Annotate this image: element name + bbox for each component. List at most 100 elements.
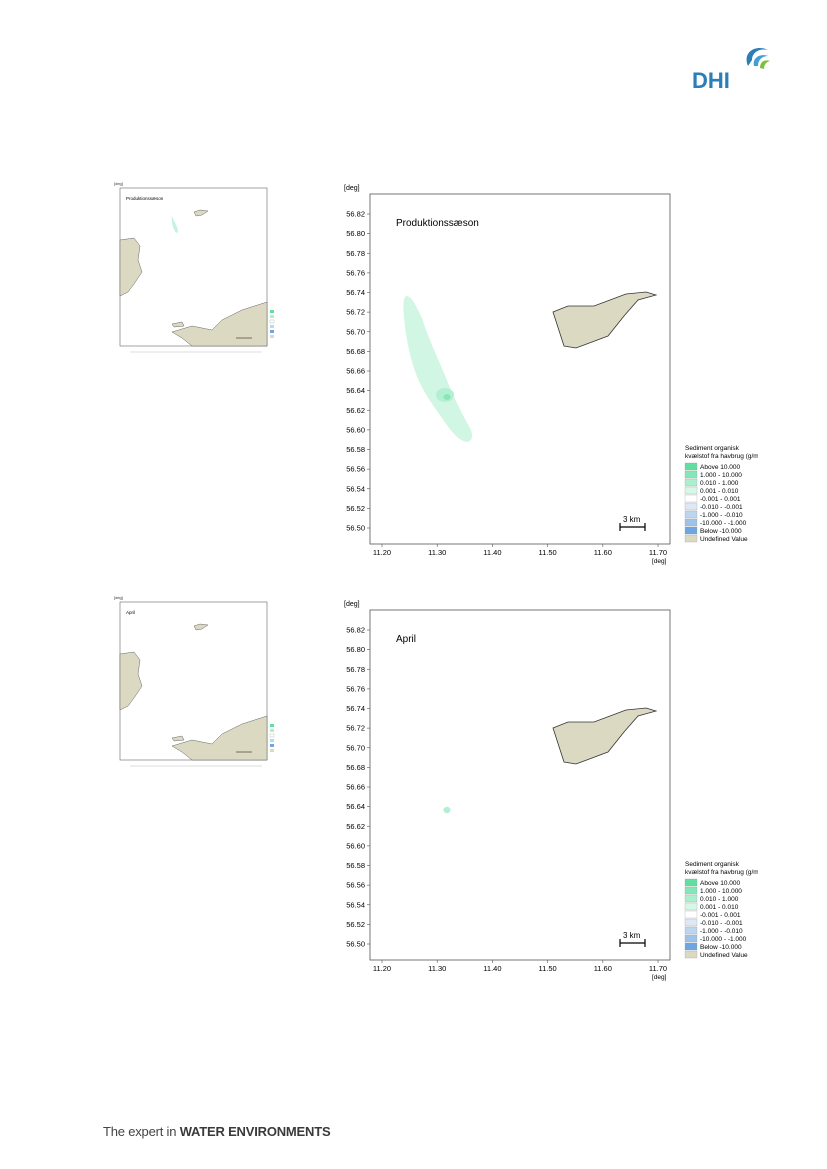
scale-bar: 3 km (619, 515, 646, 531)
y-tick-label: 56.70 (346, 743, 365, 752)
legend-entry-label: -0.010 - -0.001 (700, 920, 743, 927)
y-tick-label: 56.54 (346, 484, 365, 493)
y-tick-label: 56.62 (346, 822, 365, 831)
legend-title-line2: kvælstof fra havbrug (g/m2) (685, 869, 758, 876)
map-panel-produktionssaeson: [deg] Produktionssæson 56.82 56.80 56.78 56… (338, 178, 764, 570)
y-tick-label: 56.78 (346, 665, 365, 674)
legend-entry-label: 0.001 - 0.010 (700, 488, 739, 495)
sediment-plume (403, 296, 473, 442)
thumb-deg-label: [deg] (114, 595, 123, 600)
x-tick-label: 11.30 (428, 964, 446, 973)
deg-label-x: [deg] (652, 974, 667, 981)
legend-entry-label: -10.000 - -1.000 (700, 520, 747, 527)
x-tick-label: 11.70 (649, 548, 667, 557)
legend-entry-label: 1.000 - 10.000 (700, 888, 742, 895)
x-tick-label: 11.20 (373, 964, 391, 973)
thumbnail-map-april: [deg] April (112, 594, 287, 779)
legend-entry-label: -0.010 - -0.001 (700, 504, 743, 511)
legend-entry-label: -0.001 - 0.001 (700, 912, 741, 919)
map-title: Produktionssæson (396, 218, 479, 229)
dhi-logo-text: DHI (692, 68, 730, 93)
y-tick-label: 56.50 (346, 524, 365, 533)
legend-title-line1: Sediment organisk (685, 445, 740, 452)
y-tick-label: 56.68 (346, 763, 365, 772)
legend-swatch (684, 886, 698, 895)
map-panel-april: [deg] April 56.82 56.80 56.78 56.76 56.74 56.… (338, 594, 764, 986)
legend-entry-label: -1.000 - -0.010 (700, 928, 743, 935)
legend-swatch (684, 486, 698, 495)
y-tick-label: 56.74 (346, 704, 365, 713)
dhi-logo: DHI (690, 44, 772, 94)
legend-swatch (684, 470, 698, 479)
legend-swatch (684, 878, 698, 887)
y-tick-label: 56.54 (346, 900, 365, 909)
legend-entry-label: Below -10.000 (700, 528, 742, 535)
y-tick-label: 56.82 (346, 210, 365, 219)
x-tick-label: 11.60 (594, 548, 612, 557)
y-tick-label: 56.72 (346, 308, 365, 317)
y-axis-ticks: 56.82 56.80 56.78 56.76 56.74 56.72 56.70 56.68… (346, 626, 370, 949)
legend-swatch (684, 950, 698, 959)
map-frame (369, 609, 671, 961)
y-tick-label: 56.50 (346, 940, 365, 949)
legend-entry-label: -0.001 - 0.001 (700, 496, 741, 503)
legend-swatch (684, 494, 698, 503)
y-tick-label: 56.58 (346, 445, 365, 454)
tagline-emphasis: WATER ENVIRONMENTS (179, 1124, 331, 1139)
legend-swatch (684, 502, 698, 511)
x-tick-label: 11.20 (373, 548, 391, 557)
footer-tagline: The expert in WATER ENVIRONMENTS (103, 1124, 331, 1139)
island-land (552, 707, 658, 765)
island-land (552, 291, 658, 349)
scale-bar: 3 km (619, 931, 646, 947)
legend-entry-label: Below -10.000 (700, 944, 742, 951)
x-tick-label: 11.70 (649, 964, 667, 973)
deg-label-x: [deg] (652, 558, 667, 565)
y-tick-label: 56.52 (346, 920, 365, 929)
legend-swatch (684, 478, 698, 487)
dhi-logo-icon: DHI (692, 47, 770, 93)
legend-entry-label: Above 10.000 (700, 464, 741, 471)
x-tick-label: 11.40 (483, 548, 501, 557)
legend-swatch (684, 934, 698, 943)
legend-swatch (684, 902, 698, 911)
x-tick-label: 11.50 (538, 964, 556, 973)
y-tick-label: 56.80 (346, 645, 365, 654)
map-svg: [deg] Produktionssæson 56.82 56.80 56.78 56… (344, 185, 764, 565)
y-tick-label: 56.76 (346, 268, 365, 277)
legend-swatch (684, 926, 698, 935)
legend-entry-label: -10.000 - -1.000 (700, 936, 747, 943)
deg-label-y: [deg] (344, 185, 360, 192)
legend-swatch (684, 894, 698, 903)
y-tick-label: 56.66 (346, 367, 365, 376)
y-tick-label: 56.68 (346, 347, 365, 356)
legend-entry-label: 0.010 - 1.000 (700, 480, 739, 487)
y-axis-ticks: 56.82 56.80 56.78 56.76 56.74 56.72 56.70 56.68… (346, 210, 370, 533)
deg-label-y: [deg] (344, 601, 360, 608)
x-tick-label: 11.50 (538, 548, 556, 557)
legend-entry-label: -1.000 - -0.010 (700, 512, 743, 519)
y-tick-label: 56.62 (346, 406, 365, 415)
y-tick-label: 56.56 (346, 881, 365, 890)
thumb-title: Produktionssæson (126, 196, 164, 201)
legend-swatch (684, 462, 698, 471)
scale-bar-label: 3 km (623, 931, 641, 940)
y-tick-label: 56.60 (346, 425, 365, 434)
y-tick-label: 56.74 (346, 288, 365, 297)
thumb-deg-label: [deg] (114, 181, 123, 186)
y-tick-label: 56.66 (346, 783, 365, 792)
y-tick-label: 56.60 (346, 841, 365, 850)
y-tick-label: 56.78 (346, 249, 365, 258)
map-title: April (396, 634, 416, 645)
x-axis-ticks: 11.20 11.30 11.40 11.50 11.60 11.70 (373, 544, 667, 557)
y-tick-label: 56.76 (346, 684, 365, 693)
y-tick-label: 56.72 (346, 724, 365, 733)
legend-swatch (684, 910, 698, 919)
y-tick-label: 56.58 (346, 861, 365, 870)
thumb-title: April (126, 610, 135, 615)
legend-title-line2: kvælstof fra havbrug (g/m2) (685, 453, 758, 460)
y-tick-label: 56.80 (346, 229, 365, 238)
legend-entry-label: Undefined Value (700, 952, 748, 959)
